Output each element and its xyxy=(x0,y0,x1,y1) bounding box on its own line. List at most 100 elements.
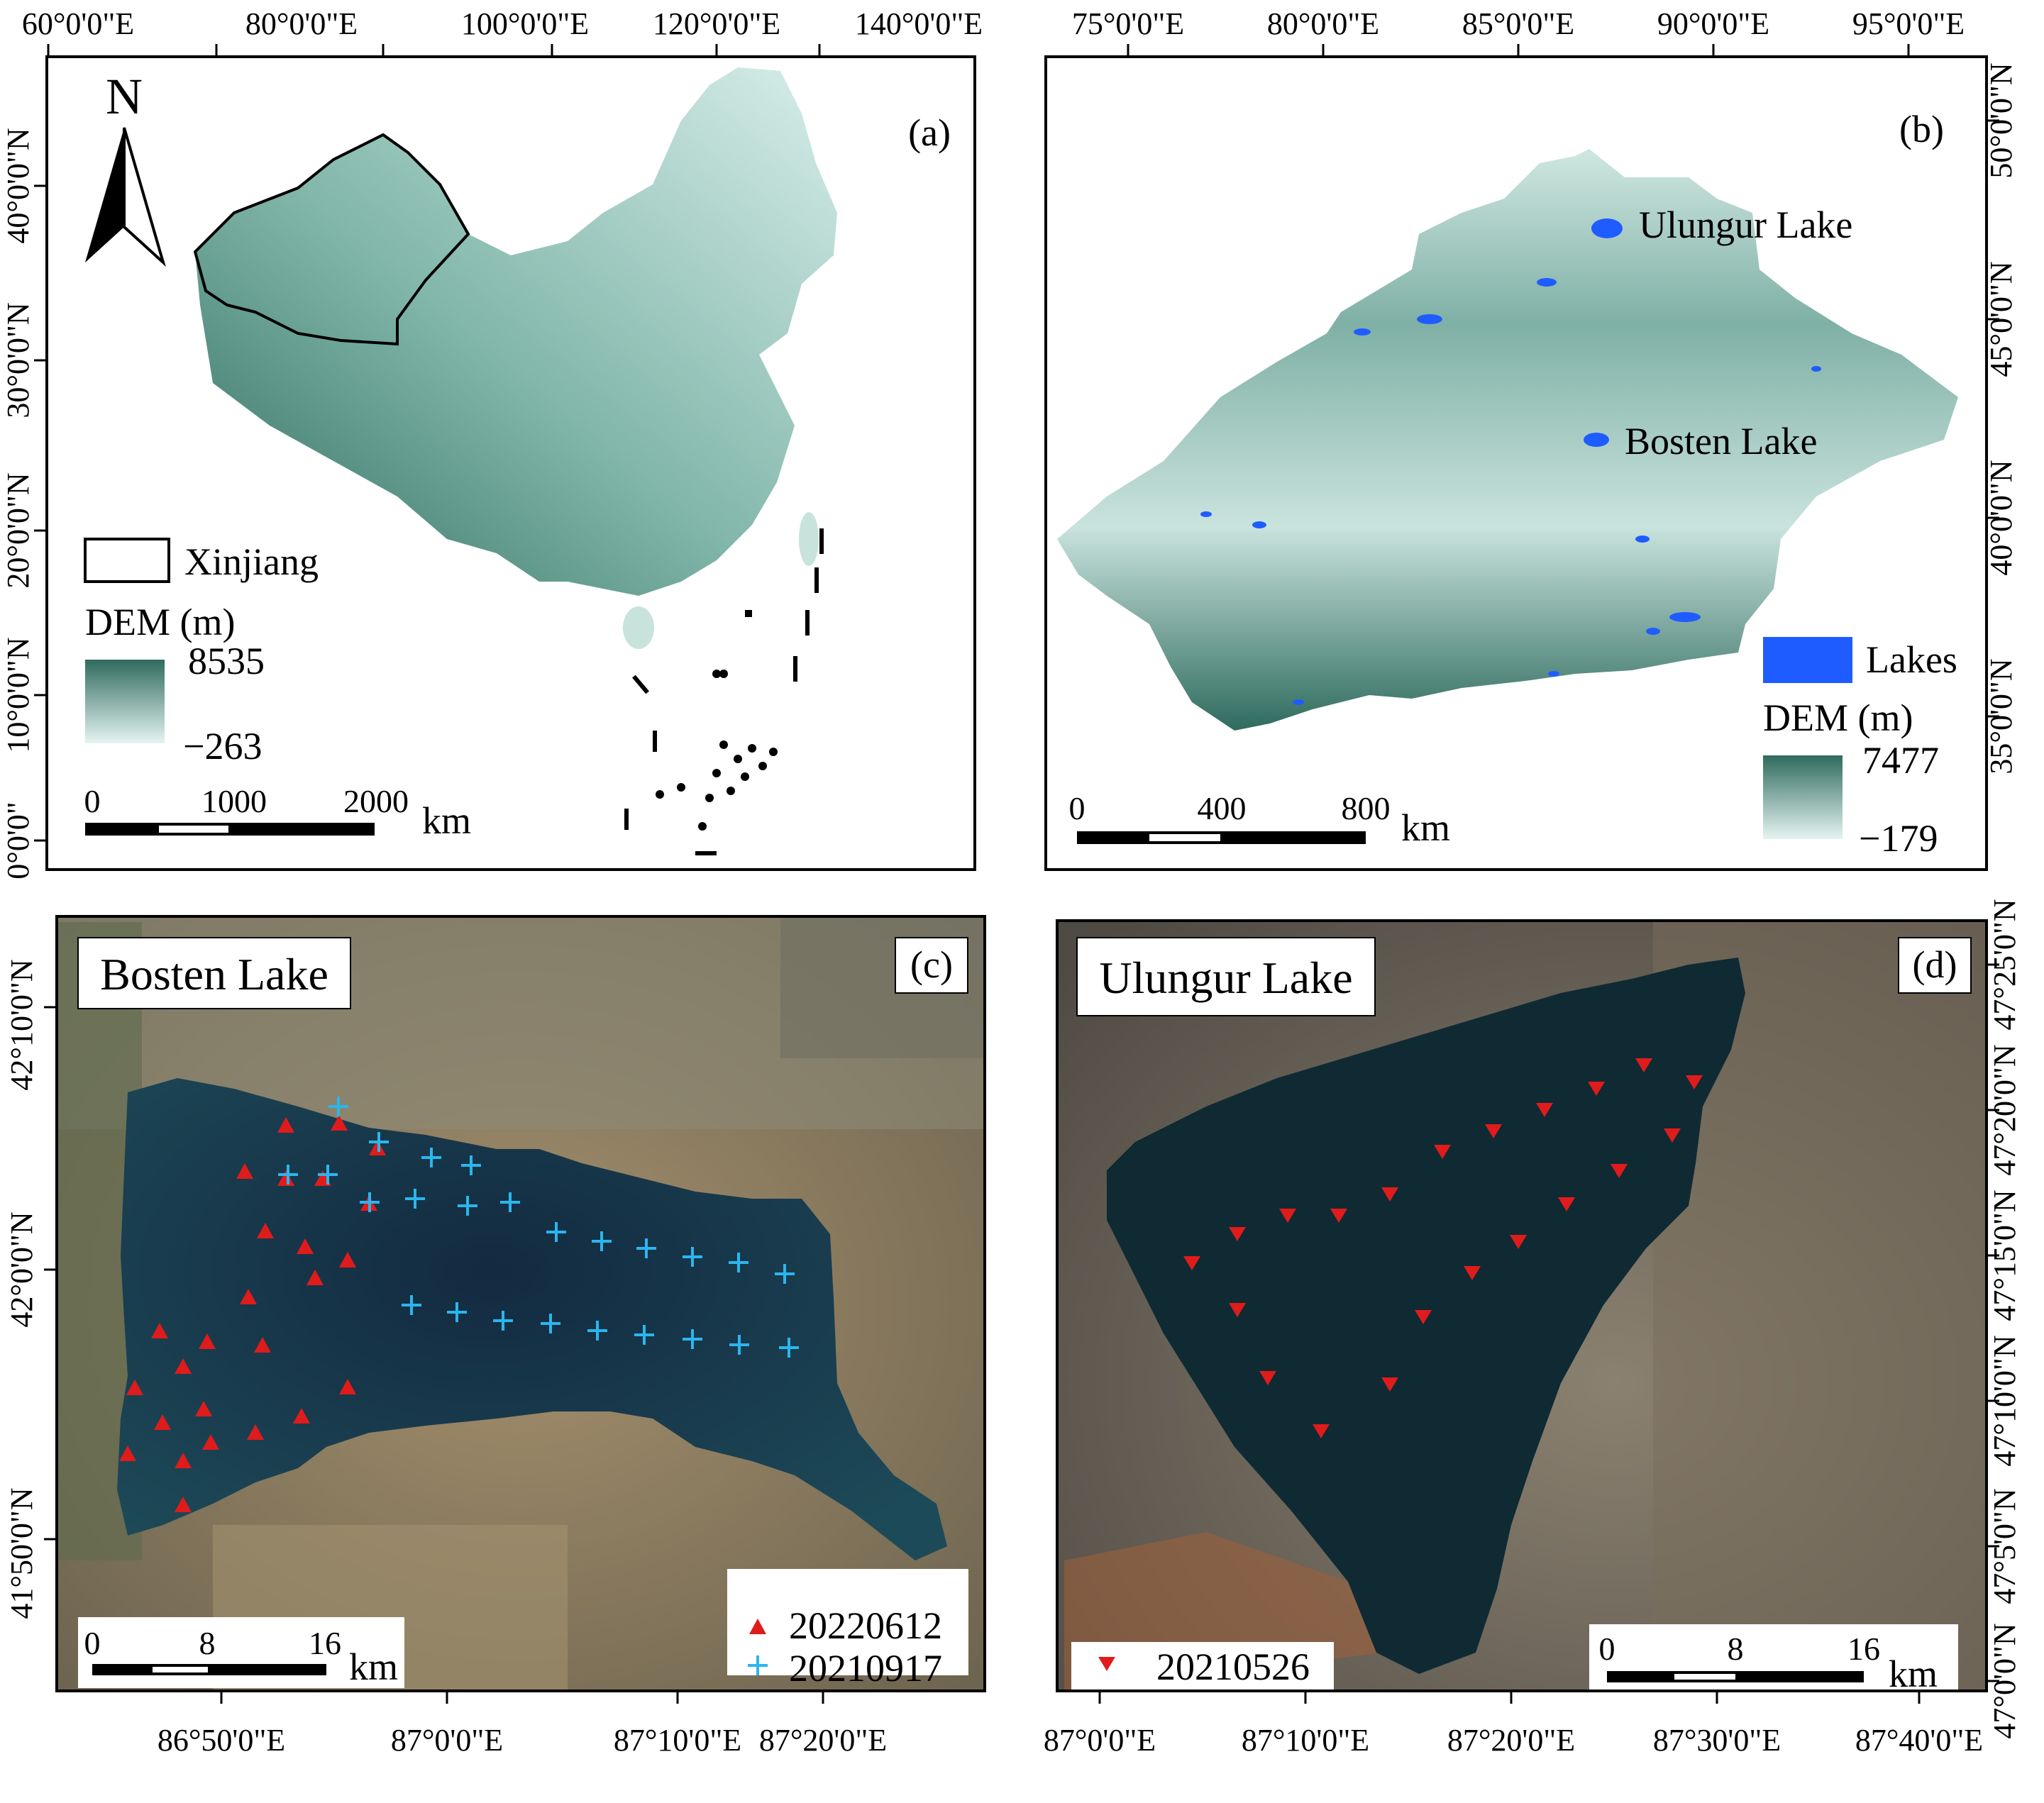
panel-d-title: Ulungur Lake xyxy=(1099,953,1352,1003)
legend-red-inverted-triangle-icon xyxy=(1098,1657,1115,1671)
c-bottom-2: 87°10'0"E xyxy=(614,1723,741,1758)
c-left-2: 41°50'0"N xyxy=(4,1487,39,1619)
b-top-1: 80°0'0"E xyxy=(1267,6,1379,41)
scale-d-1: 8 xyxy=(1728,1631,1744,1667)
scale-a-unit: km xyxy=(422,799,471,842)
panel-c: Bosten Lake (c) 20220612 20210917 0 8 16… xyxy=(4,915,986,1758)
scale-b-0: 0 xyxy=(1069,790,1085,826)
panel-d-title-box xyxy=(1076,937,1376,1016)
scale-b-1: 400 xyxy=(1198,790,1247,826)
legend-red-triangle-icon xyxy=(749,1619,766,1634)
b-top-4: 95°0'0"E xyxy=(1852,6,1965,41)
china-dem-map xyxy=(195,67,837,596)
north-arrow-icon xyxy=(85,127,166,267)
scale-bar-c xyxy=(92,1664,326,1675)
taiwan-island xyxy=(799,512,819,566)
panel-d-ticks xyxy=(1098,963,1999,1704)
d-bottom-1: 87°10'0"E xyxy=(1242,1723,1369,1758)
dem-a-max: 8535 xyxy=(188,640,265,682)
a-left-3: 10°0'0"N xyxy=(1,637,35,753)
hainan-island xyxy=(623,606,654,649)
d-right-1: 47°20'0"N xyxy=(1987,1044,2022,1175)
a-left-2: 20°0'0"N xyxy=(1,472,35,588)
panel-a: N (a) Xinjiang DEM (m) 8535 −263 0 1000 … xyxy=(1,6,983,880)
dem-b-colorbar xyxy=(1763,755,1843,839)
legend-d-red: 20210526 xyxy=(1156,1646,1310,1688)
panel-a-frame xyxy=(45,55,976,871)
b-top-2: 85°0'0"E xyxy=(1462,6,1574,41)
d-right-2: 47°15'0"N xyxy=(1987,1189,2022,1321)
scale-d-2: 16 xyxy=(1847,1631,1880,1667)
panel-d-legend-box xyxy=(1071,1642,1334,1692)
c-left-0: 42°10'0"N xyxy=(4,959,39,1090)
b-right-3: 35°0'0"N xyxy=(1984,658,2018,774)
legend-cyan-cross-icon xyxy=(748,1655,768,1675)
legend-xinjiang-label: Xinjiang xyxy=(184,540,319,583)
xinjiang-dem-map xyxy=(1057,149,1958,731)
panel-b: (b) Ulungur Lake Bosten Lake Lakes DEM (… xyxy=(1044,6,2018,871)
panel-b-tag: (b) xyxy=(1899,108,1944,150)
scale-bar-d xyxy=(1607,1671,1864,1682)
b-right-2: 40°0'0"N xyxy=(1984,460,2018,575)
legend-xinjiang-swatch xyxy=(84,538,170,583)
bosten-lake-shape xyxy=(1584,433,1609,447)
d-right-5: 47°0'0"N xyxy=(1987,1623,2022,1738)
panel-c-frame xyxy=(55,915,986,1692)
b-top-0: 75°0'0"E xyxy=(1072,6,1184,41)
scale-a-1: 1000 xyxy=(201,783,267,819)
scale-b-unit: km xyxy=(1401,806,1450,849)
a-top-1: 80°0'0"E xyxy=(245,6,358,41)
dem-b-title: DEM (m) xyxy=(1763,697,1913,739)
panel-b-frame xyxy=(1044,55,1988,871)
panel-c-scale-box xyxy=(78,1617,404,1688)
a-left-0: 40°0'0"N xyxy=(1,128,35,243)
d-bottom-0: 87°0'0"E xyxy=(1044,1723,1156,1758)
markers-20210917 xyxy=(278,1097,799,1358)
dem-a-title: DEM (m) xyxy=(85,601,235,643)
markers-20210526 xyxy=(1183,1058,1703,1438)
legend-lakes-label: Lakes xyxy=(1866,638,1957,681)
panel-c-tag: (c) xyxy=(910,943,953,986)
lakes-layer xyxy=(1200,218,1821,705)
d-bottom-2: 87°20'0"E xyxy=(1447,1723,1575,1758)
scale-bar-a xyxy=(85,823,375,836)
scale-d-0: 0 xyxy=(1599,1631,1615,1667)
d-right-3: 47°10'0"N xyxy=(1987,1335,2022,1466)
b-right-0: 50°0'0"N xyxy=(1984,62,2018,178)
legend-lakes-swatch xyxy=(1763,637,1852,683)
scale-c-0: 0 xyxy=(84,1625,101,1661)
panel-d: Ulungur Lake (d) 20210526 0 8 16 km 47°2… xyxy=(1044,899,2022,1758)
scale-c-2: 16 xyxy=(309,1625,341,1661)
b-right-1: 45°0'0"N xyxy=(1984,261,2018,377)
scale-c-unit: km xyxy=(349,1646,398,1688)
panel-c-legend-box xyxy=(727,1569,968,1675)
scale-d-unit: km xyxy=(1889,1653,1938,1695)
ulungur-lake-shape xyxy=(1591,218,1623,238)
c-left-1: 42°0'0"N xyxy=(4,1211,39,1327)
panel-c-ticks xyxy=(44,1006,824,1704)
a-top-0: 60°0'0"E xyxy=(22,6,134,41)
a-top-3: 120°0'0"E xyxy=(653,6,780,41)
c-bottom-1: 87°0'0"E xyxy=(391,1723,503,1758)
dem-b-min: −179 xyxy=(1859,817,1938,860)
a-left-1: 30°0'0"N xyxy=(1,302,35,418)
panel-d-frame xyxy=(1056,919,1988,1692)
dem-a-min: −263 xyxy=(183,725,262,767)
dem-b-max: 7477 xyxy=(1862,739,1939,782)
south-china-sea-islands xyxy=(624,528,824,855)
panel-c-tag-box xyxy=(895,937,968,994)
a-top-4: 140°0'0"E xyxy=(855,6,983,41)
d-right-4: 47°5'0"N xyxy=(1987,1488,2022,1604)
d-bottom-4: 87°40'0"E xyxy=(1855,1723,1983,1758)
legend-c-cyan: 20210917 xyxy=(789,1647,942,1690)
label-ulungur: Ulungur Lake xyxy=(1639,204,1852,246)
panel-a-ticks xyxy=(34,44,821,842)
dem-a-colorbar xyxy=(85,660,165,743)
d-right-0: 47°25'0"N xyxy=(1987,899,2022,1030)
scale-b-2: 800 xyxy=(1342,790,1391,826)
label-bosten: Bosten Lake xyxy=(1625,420,1817,462)
c-bottom-3: 87°20'0"E xyxy=(759,1723,887,1758)
scale-a-2: 2000 xyxy=(343,783,409,819)
panel-d-tag: (d) xyxy=(1913,943,1957,986)
